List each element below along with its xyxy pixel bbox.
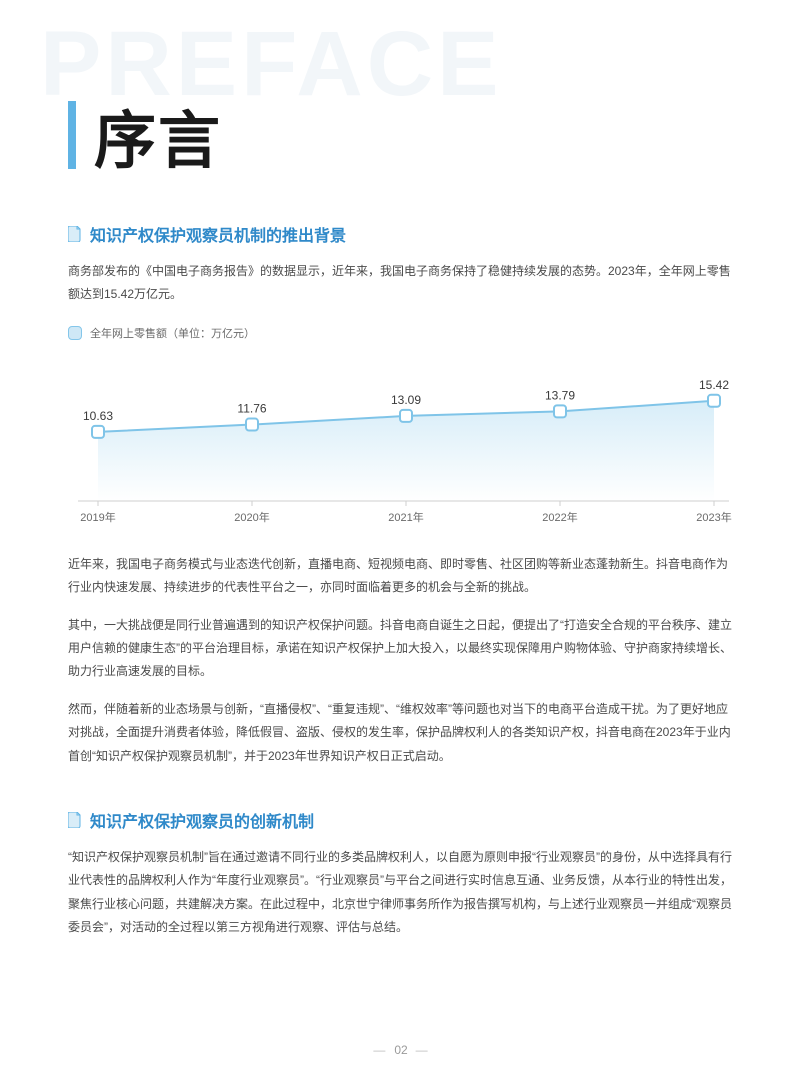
footer-dash-right: — xyxy=(416,1043,429,1057)
svg-text:2021年: 2021年 xyxy=(388,510,423,524)
section1-p4: 然而，伴随着新的业态场景与创新，“直播侵权”、“重复违规”、“维权效率”等问题也… xyxy=(68,698,734,768)
svg-text:2020年: 2020年 xyxy=(234,510,269,524)
svg-text:2023年: 2023年 xyxy=(696,510,731,524)
section1-title-row: 知识产权保护观察员机制的推出背景 xyxy=(68,222,734,246)
section1-p3: 其中，一大挑战便是同行业普遍遇到的知识产权保护问题。抖音电商自诞生之日起，便提出… xyxy=(68,614,734,684)
page-title: 序言 xyxy=(94,90,222,180)
section2-title-row: 知识产权保护观察员的创新机制 xyxy=(68,808,734,832)
document-icon xyxy=(68,226,82,242)
svg-text:11.76: 11.76 xyxy=(237,401,266,415)
svg-text:15.42: 15.42 xyxy=(699,378,729,392)
section1-title: 知识产权保护观察员机制的推出背景 xyxy=(90,222,346,246)
page-heading-row: 序言 xyxy=(68,90,734,180)
legend-label: 全年网上零售额（单位：万亿元） xyxy=(90,325,255,341)
svg-text:13.09: 13.09 xyxy=(391,393,421,407)
retail-sales-chart: 10.63 2019年 11.76 2020年 13.09 2021年 13.79 2022年… xyxy=(68,345,734,535)
section2-p1: “知识产权保护观察员机制”旨在通过邀请不同行业的多类品牌权利人，以自愿为原则申报… xyxy=(68,846,734,940)
heading-accent-bar xyxy=(68,101,76,169)
page-footer: — 02 — xyxy=(0,1043,802,1057)
svg-text:13.79: 13.79 xyxy=(545,388,575,402)
chart-legend: 全年网上零售额（单位：万亿元） xyxy=(68,325,734,341)
footer-dash-left: — xyxy=(373,1043,386,1057)
svg-text:2022年: 2022年 xyxy=(542,510,577,524)
chart-group: 10.63 2019年 11.76 2020年 13.09 2021年 13.79 2022年… xyxy=(78,378,732,524)
section2-title: 知识产权保护观察员的创新机制 xyxy=(90,808,314,832)
page-number: 02 xyxy=(394,1043,407,1057)
svg-text:10.63: 10.63 xyxy=(83,409,113,423)
legend-swatch-icon xyxy=(68,326,82,340)
document-icon xyxy=(68,812,82,828)
section1-p2: 近年来，我国电子商务模式与业态迭代创新，直播电商、短视频电商、即时零售、社区团购… xyxy=(68,553,734,600)
section1-intro: 商务部发布的《中国电子商务报告》的数据显示，近年来，我国电子商务保持了稳健持续发… xyxy=(68,260,734,307)
svg-text:2019年: 2019年 xyxy=(80,510,115,524)
